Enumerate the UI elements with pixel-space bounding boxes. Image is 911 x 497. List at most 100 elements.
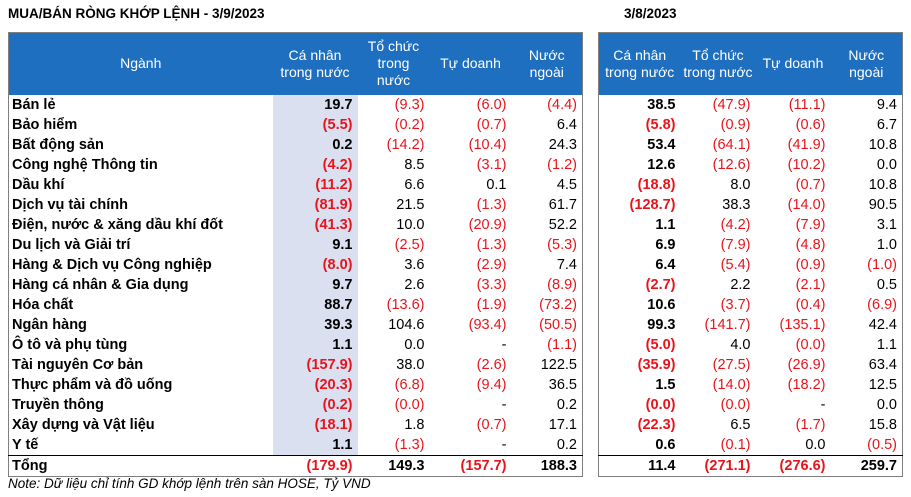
table-cell: 6.9 [655,236,676,253]
table-cell: (3.1) [476,156,507,173]
total-label: Tổng [8,454,273,476]
table-cell: 1.1 [655,216,676,233]
sector-label: Bán lẻ [12,96,56,113]
table-cell: 2.2 [730,276,751,293]
table-cell: (13.6) [386,296,425,313]
table-cell: (1.7) [795,416,826,433]
table-cell: 0.5 [876,276,897,293]
table-cell: (271.1) [680,454,756,476]
table-cell: (157.7) [429,454,512,476]
table-cell: 0.0 [876,396,897,413]
table-row: Dầu khí (11.2) 6.6 0.1 4.5 [9,174,583,195]
table-cell: 0.2 [272,134,358,155]
table-row: 1.1 (4.2) (7.9) 3.1 [599,215,903,235]
table-cell: 3.1 [876,216,897,233]
table-cell: 2.6 [404,276,425,293]
table-row: Tài nguyên Cơ bản (157.9) 38.0 (2.6) 122.5 [9,354,583,375]
table-cell: (1.3) [476,196,507,213]
table-cell: 90.5 [868,196,897,213]
table-cell: (93.4) [468,316,507,333]
table-row: Ngân hàng 39.3 104.6 (93.4) (50.5) [9,314,583,335]
table-row: 1.5 (14.0) (18.2) 12.5 [599,375,903,395]
table-cell: 4.0 [730,336,751,353]
table-cell: (2.7) [645,276,676,293]
table-cell: (0.0) [720,396,751,413]
table-cell: 1.1 [876,336,897,353]
sector-label: Công nghệ Thông tin [12,156,158,173]
table-row: (35.9) (27.5) (26.9) 63.4 [599,355,903,375]
table-row: Thực phẩm và đồ uống (20.3) (6.8) (9.4) 36.5 [9,374,583,395]
table-cell: (1.9) [476,296,507,313]
sector-label: Hàng & Dịch vụ Công nghiệp [12,256,212,273]
table-row: 53.4 (64.1) (41.9) 10.8 [599,135,903,155]
table-cell: - [501,436,507,453]
table-cell: 10.8 [868,136,897,153]
table-cell: (0.6) [795,116,826,133]
table-cell: (9.4) [476,376,507,393]
table-cell: 7.4 [556,256,577,273]
table-row: Công nghệ Thông tin (4.2) 8.5 (3.1) (1.2) [9,154,583,175]
table-cell: 6.7 [876,116,897,133]
table-cell: 88.7 [272,294,358,315]
table-cell: (64.1) [712,136,751,153]
table-cell: 61.7 [548,196,577,213]
table-cell: (0.9) [720,116,751,133]
table-cell: (3.3) [476,276,507,293]
table-cell: 1.5 [655,376,676,393]
header-institution: Tổ chức trong nước [367,38,420,89]
table-cell: (14.0) [712,376,751,393]
sector-label: Thực phẩm và đồ uống [12,376,173,393]
table-cell: 0.2 [556,436,577,453]
table-cell: (81.9) [272,194,358,215]
table-cell: (14.0) [787,196,826,213]
table-cell: (4.2) [272,154,358,175]
table-cell: (20.9) [468,216,507,233]
total-row: Tổng (179.9) 149.3 (157.7) 188.3 [8,454,583,476]
sector-label: Ô tô và phụ tùng [12,336,128,353]
table-cell: 6.5 [730,416,751,433]
table-cell: 0.0 [404,336,425,353]
table-cell: (10.4) [468,136,507,153]
table-cell: (27.5) [712,356,751,373]
table-cell: (0.0) [795,336,826,353]
table-cell: - [501,336,507,353]
table-row: (18.8) 8.0 (0.7) 10.8 [599,175,903,195]
table-row: Hàng & Dịch vụ Công nghiệp (8.0) 3.6 (2.9) 7… [9,254,583,275]
table-cell: 0.1 [486,176,507,193]
table-cell: (0.9) [795,256,826,273]
table-cell: (20.3) [272,374,358,395]
table-cell: (5.5) [272,114,358,135]
table-cell: 188.3 [511,454,583,476]
sector-label: Tài nguyên Cơ bản [12,356,144,373]
table-row: 12.6 (12.6) (10.2) 0.0 [599,155,903,175]
table-cell: 63.4 [868,356,897,373]
header-individual: Cá nhân trong nước [280,46,350,80]
table-cell: 52.2 [548,216,577,233]
table-cell: (0.1) [720,436,751,453]
table-cell: (12.6) [712,156,751,173]
title-left: MUA/BÁN RÒNG KHỚP LỆNH - 3/9/2023 [8,6,265,21]
sector-label: Du lịch và Giải trí [12,236,131,253]
table-cell: (5.3) [547,236,577,253]
table-cell: (2.5) [394,236,425,253]
table-cell: 122.5 [540,356,577,373]
table-cell: (47.9) [712,96,751,113]
table-cell: 0.0 [805,436,826,453]
table-row: Xây dựng và Vật liệu (18.1) 1.8 (0.7) 17.1 [9,414,583,435]
table-cell: 104.6 [388,316,425,333]
table-cell: 259.7 [830,454,903,476]
table-cell: (8.0) [272,254,358,275]
table-cell: 3.6 [404,256,425,273]
table-cell: 1.8 [404,416,425,433]
sector-label: Xây dựng và Vật liệu [12,416,155,433]
table-cell: 36.5 [548,376,577,393]
table-cell: (2.1) [795,276,826,293]
table-cell: (0.7) [476,116,507,133]
table-cell: 12.6 [647,156,676,173]
sector-label: Truyền thông [12,396,104,413]
table-row: (22.3) 6.5 (1.7) 15.8 [599,415,903,435]
table-cell: (8.9) [547,276,577,293]
table-cell: 4.5 [556,176,577,193]
header-sector: Ngành [120,55,162,72]
table-cell: 19.7 [272,94,358,115]
